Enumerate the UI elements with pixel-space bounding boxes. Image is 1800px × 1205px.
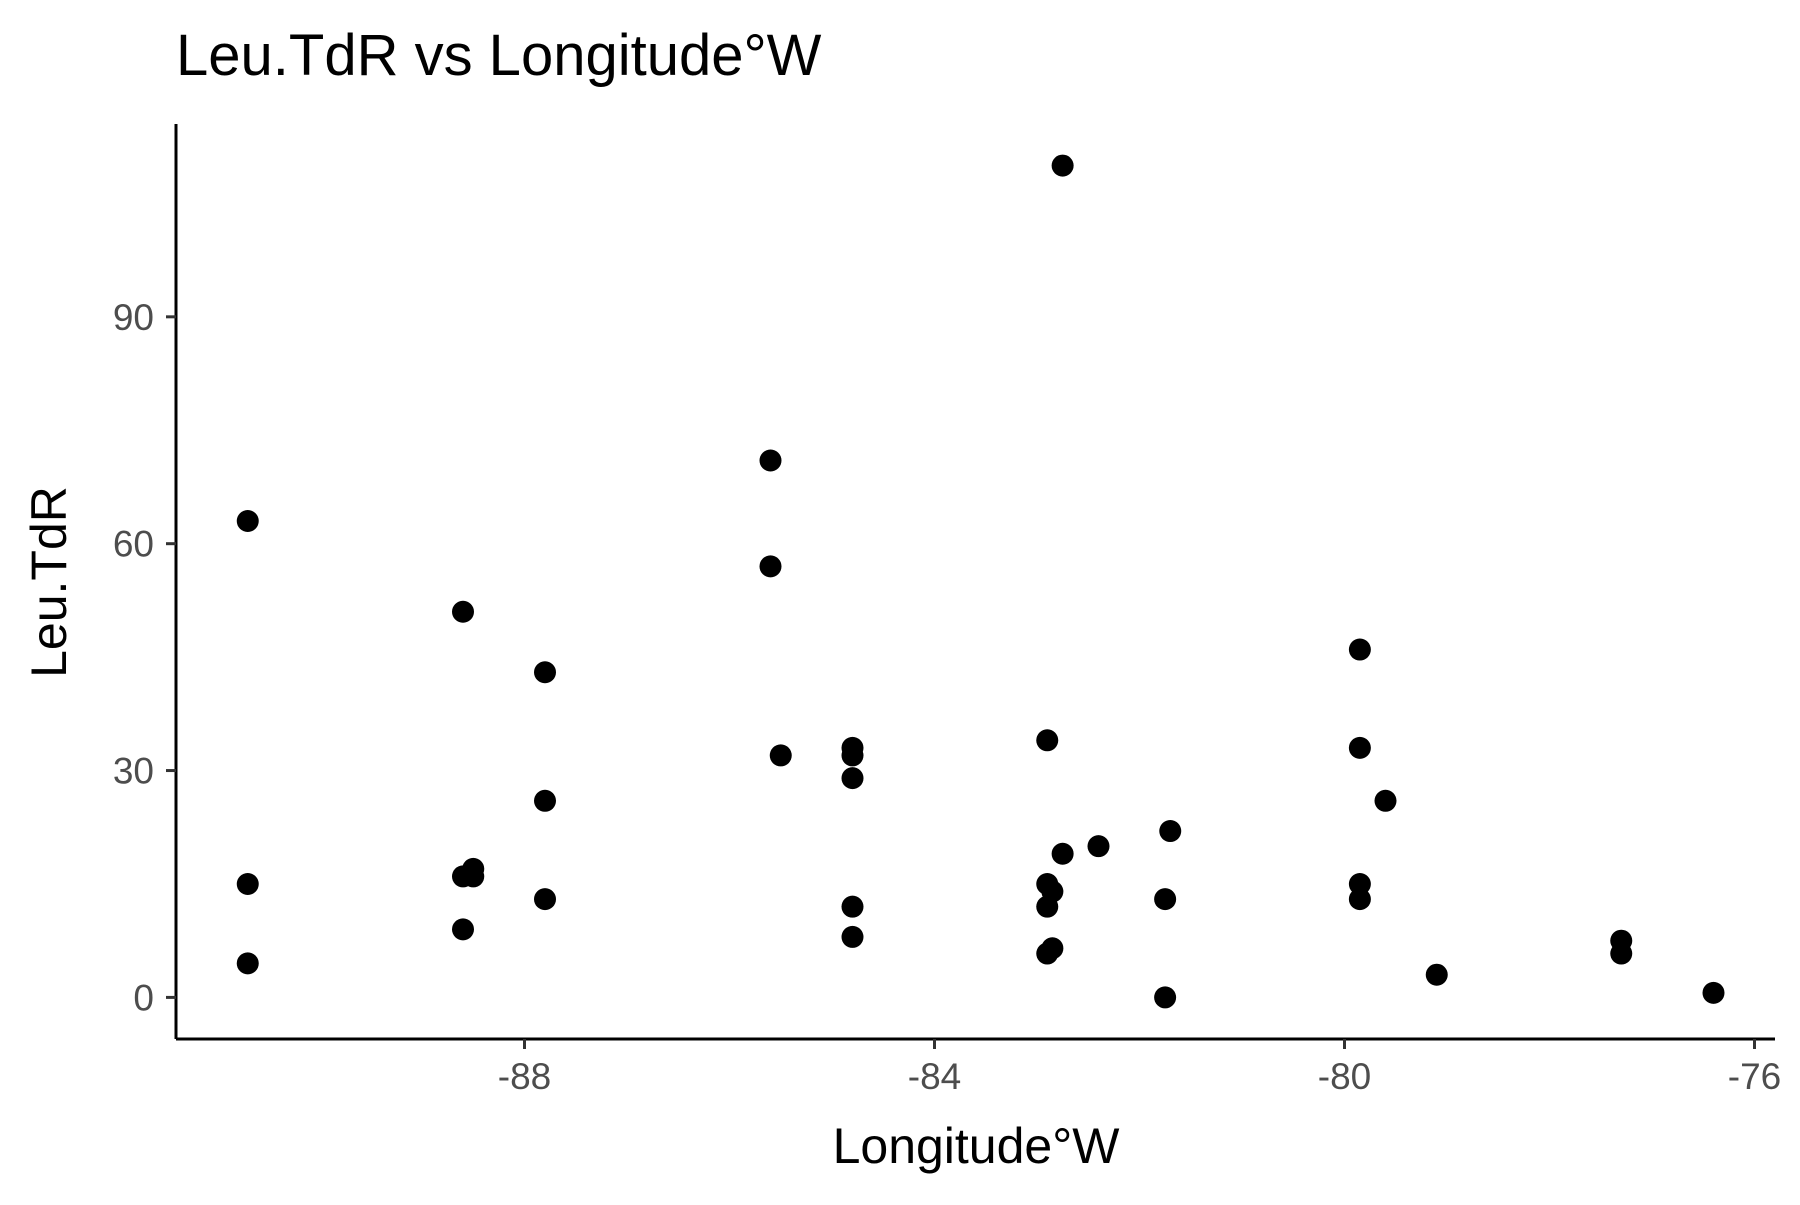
data-point <box>841 744 864 767</box>
data-point <box>841 925 864 948</box>
data-point <box>1425 963 1448 986</box>
data-point <box>236 872 259 895</box>
data-point <box>1051 842 1074 865</box>
y-tick-label: 60 <box>113 524 154 565</box>
x-axis-title: Longitude°W <box>833 1118 1121 1174</box>
data-point <box>769 744 792 767</box>
data-points <box>236 154 1725 1009</box>
data-point <box>1036 895 1059 918</box>
data-point <box>1159 820 1182 843</box>
data-point <box>1036 942 1059 965</box>
data-point <box>452 600 474 623</box>
y-axis-title: Leu.TdR <box>21 486 77 678</box>
data-point <box>1348 872 1371 895</box>
data-point <box>452 918 474 941</box>
data-point <box>1348 888 1371 911</box>
data-point <box>1154 986 1177 1009</box>
data-point <box>534 789 556 812</box>
y-ticks: 0 30 60 90 <box>113 297 176 1018</box>
data-point <box>462 865 485 888</box>
data-point <box>534 661 556 684</box>
data-point <box>759 449 782 472</box>
y-tick-label: 30 <box>113 751 154 792</box>
data-point <box>759 555 782 578</box>
x-ticks: -88 -84 -80 -76 <box>498 1039 1781 1097</box>
data-point <box>841 767 864 790</box>
data-point <box>236 952 259 975</box>
y-tick-label: 90 <box>113 297 154 338</box>
x-tick-label: -84 <box>908 1056 961 1097</box>
x-tick-label: -88 <box>498 1056 551 1097</box>
x-tick-label: -80 <box>1318 1056 1371 1097</box>
data-point <box>1348 638 1371 661</box>
data-point <box>1610 942 1633 965</box>
data-point <box>841 895 864 918</box>
data-point <box>1087 835 1110 858</box>
data-point <box>1154 888 1177 911</box>
data-point <box>1348 736 1371 759</box>
y-tick-label: 0 <box>133 977 154 1018</box>
data-point <box>1702 981 1725 1004</box>
chart-title: Leu.TdR vs Longitude°W <box>176 23 822 88</box>
data-point <box>1036 729 1059 752</box>
x-tick-label: -76 <box>1728 1056 1781 1097</box>
data-point <box>236 510 259 533</box>
data-point <box>534 888 556 911</box>
data-point <box>1374 789 1397 812</box>
data-point <box>1051 154 1074 177</box>
